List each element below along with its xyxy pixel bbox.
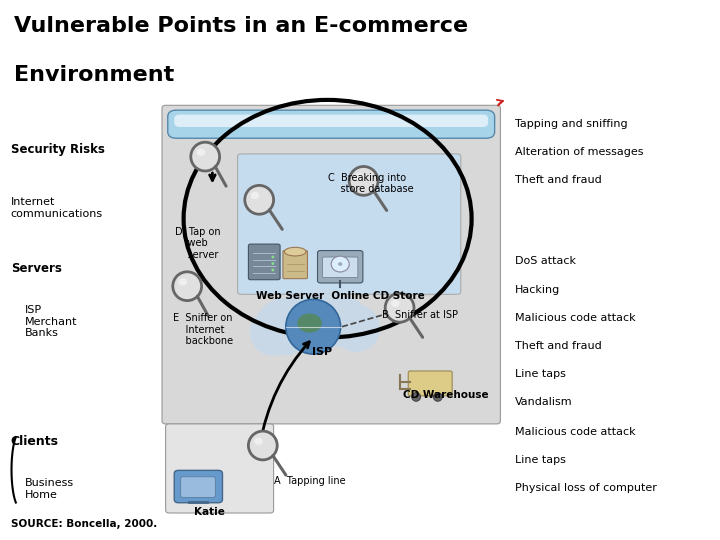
Text: Theft and fraud: Theft and fraud xyxy=(515,175,601,185)
FancyBboxPatch shape xyxy=(408,371,452,396)
Text: A  Tapping line: A Tapping line xyxy=(274,476,345,487)
Text: Line taps: Line taps xyxy=(515,369,566,379)
Text: Theft and fraud: Theft and fraud xyxy=(515,341,601,351)
Text: CD Warehouse: CD Warehouse xyxy=(403,390,489,400)
Ellipse shape xyxy=(433,393,442,401)
Ellipse shape xyxy=(191,142,220,171)
Ellipse shape xyxy=(271,262,274,265)
Text: Vulnerable Points in an E-commerce: Vulnerable Points in an E-commerce xyxy=(14,16,469,36)
Ellipse shape xyxy=(333,305,380,352)
Ellipse shape xyxy=(256,298,313,355)
FancyBboxPatch shape xyxy=(166,424,274,513)
Text: Environment: Environment xyxy=(14,65,175,85)
FancyBboxPatch shape xyxy=(162,105,500,424)
Ellipse shape xyxy=(245,185,274,214)
Text: Malicious code attack: Malicious code attack xyxy=(515,427,636,437)
Text: Malicious code attack: Malicious code attack xyxy=(515,313,636,323)
Ellipse shape xyxy=(275,292,330,347)
FancyBboxPatch shape xyxy=(323,257,358,278)
Ellipse shape xyxy=(250,308,297,356)
Text: Servers: Servers xyxy=(11,262,62,275)
FancyBboxPatch shape xyxy=(238,154,461,294)
Text: B  Sniffer at ISP: B Sniffer at ISP xyxy=(382,310,458,321)
Ellipse shape xyxy=(385,293,414,322)
Text: Alteration of messages: Alteration of messages xyxy=(515,147,643,157)
Text: Web Server  Online CD Store: Web Server Online CD Store xyxy=(256,291,424,301)
Text: ISP: ISP xyxy=(312,347,332,357)
Text: Physical loss of computer: Physical loss of computer xyxy=(515,483,657,493)
Text: ISP
Merchant
Banks: ISP Merchant Banks xyxy=(25,305,78,338)
Ellipse shape xyxy=(295,289,353,346)
Ellipse shape xyxy=(316,295,368,347)
Text: DoS attack: DoS attack xyxy=(515,256,576,267)
FancyBboxPatch shape xyxy=(181,477,215,497)
Ellipse shape xyxy=(338,262,343,266)
FancyBboxPatch shape xyxy=(174,470,222,503)
Text: Tapping and sniffing: Tapping and sniffing xyxy=(515,119,627,129)
Ellipse shape xyxy=(412,393,420,401)
Text: Hacking: Hacking xyxy=(515,285,560,295)
Text: Security Risks: Security Risks xyxy=(11,143,104,156)
Ellipse shape xyxy=(391,300,400,307)
Ellipse shape xyxy=(297,314,322,333)
FancyBboxPatch shape xyxy=(283,251,307,279)
Text: SOURCE: Boncella, 2000.: SOURCE: Boncella, 2000. xyxy=(11,519,157,529)
Ellipse shape xyxy=(197,148,205,156)
Ellipse shape xyxy=(349,166,378,195)
Text: D  Tap on
    web
    server: D Tap on web server xyxy=(175,227,220,260)
Text: E  Sniffer on
    Internet
    backbone: E Sniffer on Internet backbone xyxy=(173,313,233,346)
Text: Internet
communications: Internet communications xyxy=(11,197,103,219)
Text: Vandalism: Vandalism xyxy=(515,397,572,407)
FancyBboxPatch shape xyxy=(248,244,280,280)
Ellipse shape xyxy=(251,192,259,199)
Ellipse shape xyxy=(355,173,364,180)
FancyBboxPatch shape xyxy=(174,114,488,127)
Ellipse shape xyxy=(179,278,187,286)
Ellipse shape xyxy=(286,299,341,354)
Ellipse shape xyxy=(254,437,263,445)
Ellipse shape xyxy=(173,272,202,301)
Text: Katie: Katie xyxy=(194,507,225,517)
FancyBboxPatch shape xyxy=(168,110,495,138)
Text: C  Breaking into
    store database: C Breaking into store database xyxy=(328,173,413,194)
Ellipse shape xyxy=(271,255,274,259)
Ellipse shape xyxy=(271,268,274,272)
Ellipse shape xyxy=(331,256,349,272)
Ellipse shape xyxy=(248,431,277,460)
FancyBboxPatch shape xyxy=(318,251,363,283)
Text: Clients: Clients xyxy=(11,435,59,448)
Ellipse shape xyxy=(284,247,306,256)
Text: Line taps: Line taps xyxy=(515,455,566,465)
Text: Business
Home: Business Home xyxy=(25,478,74,500)
